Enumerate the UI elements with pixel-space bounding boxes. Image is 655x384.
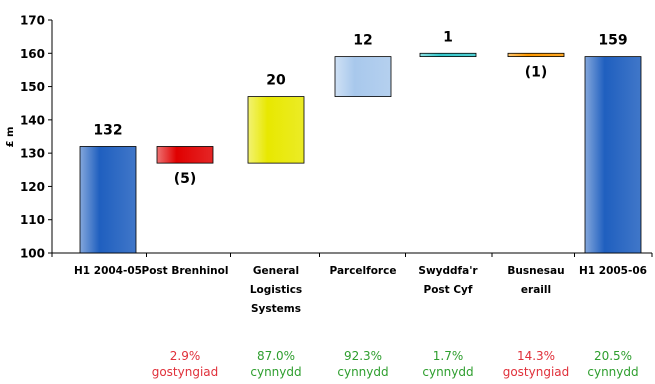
x-tick-label: Busnesau eraill xyxy=(491,262,581,300)
x-tick-label-line: H1 2005-06 xyxy=(579,265,647,277)
growth-word: gostyngiad xyxy=(502,365,570,379)
value-labels: 132 (5) 20 12 1 (1) 159 xyxy=(93,29,627,187)
bar xyxy=(419,52,477,58)
bar xyxy=(507,52,565,58)
growth-word: gostyngiad xyxy=(151,365,219,379)
growth-note: 20.5% cynnydd xyxy=(568,348,655,380)
growth-word: cynnydd xyxy=(337,365,389,379)
y-tick-label: 150 xyxy=(20,80,45,94)
y-tick-label: 130 xyxy=(20,147,45,161)
bar xyxy=(79,146,137,254)
bar xyxy=(156,146,214,164)
x-tick-label-line: Post Brenhinol xyxy=(141,265,229,277)
x-tick-label-line: Swyddfa'r xyxy=(418,265,478,277)
growth-percent: 1.7% xyxy=(432,349,464,363)
bar-value-label: (1) xyxy=(525,65,548,81)
x-tick-label-line: General xyxy=(252,265,300,277)
y-tick-label: 140 xyxy=(20,113,45,127)
x-tick-label-line: Logistics xyxy=(249,284,303,296)
growth-percent: 2.9% xyxy=(169,349,201,363)
growth-note: 2.9% gostyngiad xyxy=(140,348,230,380)
x-tick-label: Parcelforce xyxy=(318,262,408,281)
x-tick-label: Post Brenhinol xyxy=(140,262,230,281)
growth-word: cynnydd xyxy=(587,365,639,379)
x-tick-label: Swyddfa'r Post Cyf xyxy=(403,262,493,300)
bar xyxy=(584,56,642,254)
bar xyxy=(334,56,392,97)
x-tick-label-line: Busnesau xyxy=(507,265,565,277)
x-tick-label: General Logistics Systems xyxy=(231,262,321,319)
x-tick-label-line: Systems xyxy=(251,303,301,315)
bar-value-label: 20 xyxy=(266,73,286,89)
bar-value-label: 1 xyxy=(443,29,453,45)
growth-note: 87.0% cynnydd xyxy=(231,348,321,380)
bar-value-label: 12 xyxy=(353,33,372,49)
growth-note: 14.3% gostyngiad xyxy=(491,348,581,380)
x-tick-label-line: Parcelforce xyxy=(329,265,397,277)
bars xyxy=(79,52,642,254)
growth-word: cynnydd xyxy=(422,365,474,379)
y-axis-title: £ m xyxy=(5,126,16,148)
growth-percent: 87.0% xyxy=(256,349,296,363)
growth-percent: 14.3% xyxy=(516,349,556,363)
y-tick-label: 160 xyxy=(20,47,45,61)
growth-word: cynnydd xyxy=(250,365,302,379)
growth-percent: 20.5% xyxy=(593,349,633,363)
growth-percent: 92.3% xyxy=(343,349,383,363)
x-tick-label-line: Post Cyf xyxy=(423,284,473,296)
bar-value-label: (5) xyxy=(174,171,197,187)
x-tick-label-line: eraill xyxy=(520,284,552,296)
x-tick-label: H1 2004-05 xyxy=(63,262,153,281)
bar-value-label: 159 xyxy=(598,33,627,49)
growth-note: 1.7% cynnydd xyxy=(403,348,493,380)
y-tick-label: 170 xyxy=(20,14,45,28)
y-tick-label: 110 xyxy=(20,213,45,227)
y-tick-label: 100 xyxy=(20,247,45,261)
x-tick-label-line: H1 2004-05 xyxy=(74,265,142,277)
bar-value-label: 132 xyxy=(93,122,122,138)
growth-note: 92.3% cynnydd xyxy=(318,348,408,380)
x-tick-label: H1 2005-06 xyxy=(568,262,655,281)
y-tick-label: 120 xyxy=(20,180,45,194)
bar xyxy=(247,96,305,164)
